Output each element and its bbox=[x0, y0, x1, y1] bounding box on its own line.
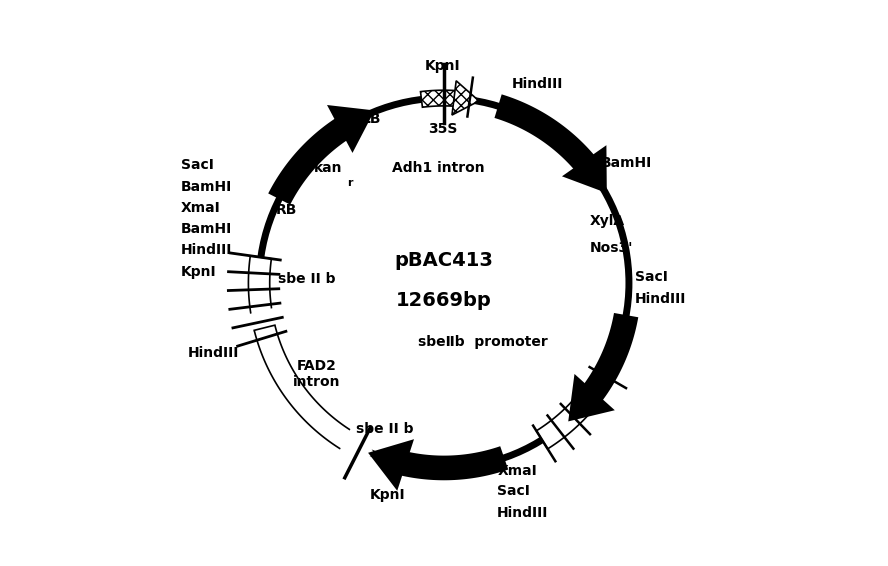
Text: XmaI: XmaI bbox=[180, 201, 220, 215]
Text: SacI: SacI bbox=[497, 484, 530, 499]
Text: SacI: SacI bbox=[635, 271, 668, 284]
Polygon shape bbox=[495, 95, 606, 184]
Text: BamHI: BamHI bbox=[180, 179, 232, 194]
Polygon shape bbox=[238, 306, 283, 344]
Text: BamHI: BamHI bbox=[180, 222, 232, 236]
Text: sbe II b: sbe II b bbox=[278, 272, 336, 285]
Polygon shape bbox=[249, 256, 275, 331]
Text: sbe II b: sbe II b bbox=[356, 422, 414, 436]
Text: KpnI: KpnI bbox=[425, 59, 461, 73]
Text: HindIII: HindIII bbox=[187, 346, 239, 360]
Text: HindIII: HindIII bbox=[497, 506, 549, 520]
Polygon shape bbox=[568, 374, 614, 422]
Polygon shape bbox=[586, 340, 630, 380]
Text: kan: kan bbox=[313, 161, 342, 175]
Text: HindIII: HindIII bbox=[635, 291, 686, 306]
Text: r: r bbox=[347, 178, 353, 188]
Text: 35S: 35S bbox=[428, 122, 457, 136]
Text: BamHI: BamHI bbox=[601, 156, 652, 169]
Text: sbeⅡb  promoter: sbeⅡb promoter bbox=[418, 335, 548, 349]
Polygon shape bbox=[369, 439, 414, 491]
Text: RB: RB bbox=[276, 203, 297, 217]
Text: FAD2
intron: FAD2 intron bbox=[292, 359, 340, 389]
Polygon shape bbox=[536, 351, 624, 449]
Text: Nos3': Nos3' bbox=[590, 241, 633, 255]
Text: 12669bp: 12669bp bbox=[396, 291, 492, 310]
Text: HindIII: HindIII bbox=[180, 243, 232, 258]
Text: SacI: SacI bbox=[180, 158, 213, 172]
Polygon shape bbox=[562, 145, 607, 193]
Polygon shape bbox=[334, 419, 376, 461]
Text: pBAC413: pBAC413 bbox=[394, 251, 494, 270]
Text: KpnI: KpnI bbox=[370, 488, 406, 502]
Text: KpnI: KpnI bbox=[180, 265, 216, 279]
Polygon shape bbox=[383, 446, 508, 481]
Polygon shape bbox=[327, 105, 375, 153]
Polygon shape bbox=[572, 313, 638, 415]
Polygon shape bbox=[268, 109, 363, 205]
Text: XmaI: XmaI bbox=[497, 464, 537, 478]
Text: XylA: XylA bbox=[590, 215, 625, 228]
Polygon shape bbox=[421, 90, 467, 107]
Text: HindIII: HindIII bbox=[511, 77, 563, 91]
Polygon shape bbox=[452, 81, 479, 115]
Polygon shape bbox=[254, 325, 365, 457]
Text: Adh1 intron: Adh1 intron bbox=[392, 161, 485, 175]
Text: LB: LB bbox=[361, 112, 381, 126]
